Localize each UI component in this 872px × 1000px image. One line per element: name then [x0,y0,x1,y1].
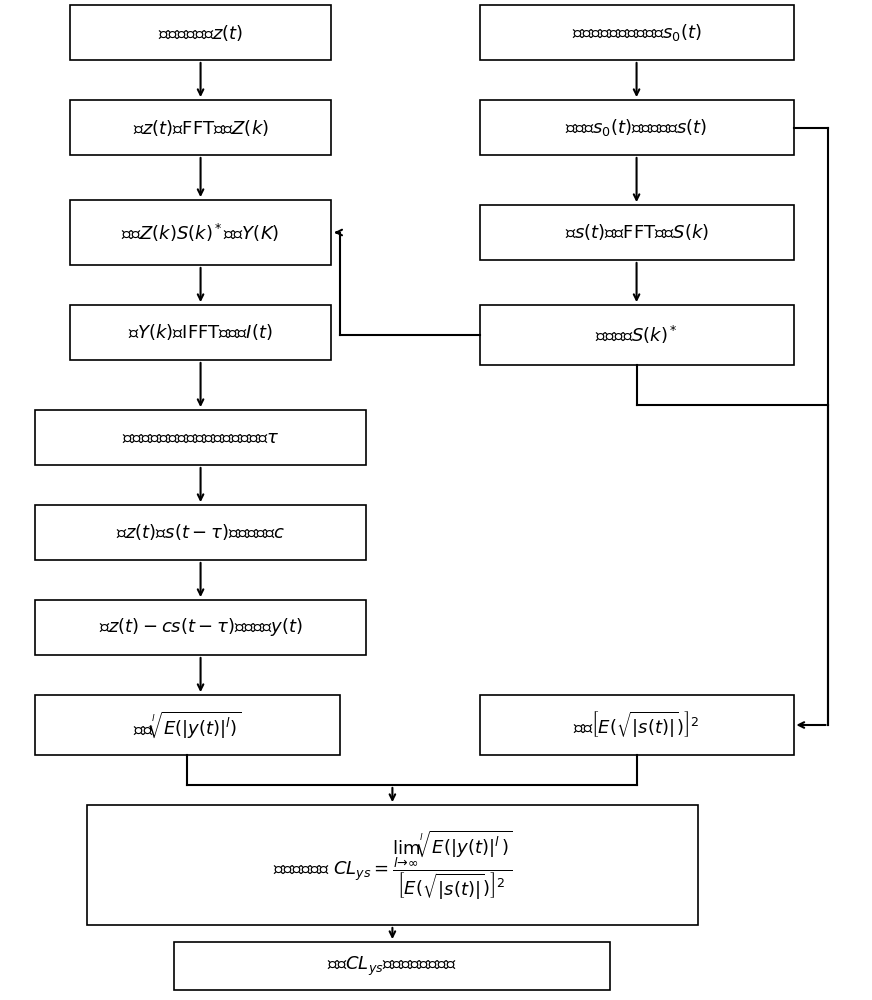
FancyBboxPatch shape [35,505,366,560]
Text: 对$Y(k)$做IFFT，得到$I(t)$: 对$Y(k)$做IFFT，得到$I(t)$ [128,322,273,342]
Text: 计算$\left[E(\sqrt{|s(t)|})\right]^2$: 计算$\left[E(\sqrt{|s(t)|})\right]^2$ [574,710,699,740]
FancyBboxPatch shape [480,5,794,60]
Text: 观察振动信号$z(t)$: 观察振动信号$z(t)$ [158,23,243,43]
FancyBboxPatch shape [70,100,331,155]
Text: 对$s(t)$进行FFT得到$S(k)$: 对$s(t)$进行FFT得到$S(k)$ [564,223,709,242]
FancyBboxPatch shape [35,600,366,655]
FancyBboxPatch shape [70,5,331,60]
FancyBboxPatch shape [70,200,331,265]
Text: 正常运行时的振动信号$s_0(t)$: 正常运行时的振动信号$s_0(t)$ [572,22,701,43]
FancyBboxPatch shape [35,410,366,465]
FancyBboxPatch shape [70,305,331,360]
Text: 对信号$s_0(t)$进行归一化$s(t)$: 对信号$s_0(t)$进行归一化$s(t)$ [565,117,708,138]
Text: 求$z(t)$与$s(t-\tau)$的相关系数$c$: 求$z(t)$与$s(t-\tau)$的相关系数$c$ [116,522,285,542]
Text: 取复共轭$S(k)^*$: 取复共轭$S(k)^*$ [595,324,678,346]
FancyBboxPatch shape [35,695,340,755]
Text: 对$z(t)$做FFT得到$Z(k)$: 对$z(t)$做FFT得到$Z(k)$ [133,118,269,138]
FancyBboxPatch shape [480,305,794,365]
FancyBboxPatch shape [480,100,794,155]
FancyBboxPatch shape [87,805,698,925]
Text: 计算振动信号和标准信号的延迟时间$\tau$: 计算振动信号和标准信号的延迟时间$\tau$ [122,428,279,446]
FancyBboxPatch shape [480,695,794,755]
FancyBboxPatch shape [480,205,794,260]
Text: 计算$\sqrt[l]{E(|y(t)|^l)}$: 计算$\sqrt[l]{E(|y(t)|^l)}$ [133,709,242,741]
Text: 求$z(t)-cs(t-\tau)$得到信号$y(t)$: 求$z(t)-cs(t-\tau)$得到信号$y(t)$ [99,616,303,639]
Text: 基于$CL_{ys}$诊断旋转机械故障: 基于$CL_{ys}$诊断旋转机械故障 [327,954,458,978]
FancyBboxPatch shape [174,942,610,990]
Text: 计算裕度指标 $CL_{ys}=\dfrac{\lim_{l\to\infty}\sqrt[l]{E(|y(t)|^l)}}{\left[E(\sqrt{|s(: 计算裕度指标 $CL_{ys}=\dfrac{\lim_{l\to\infty}… [273,828,512,902]
Text: 相乘$Z(k)S(k)^*$得到$Y(K)$: 相乘$Z(k)S(k)^*$得到$Y(K)$ [121,221,280,244]
